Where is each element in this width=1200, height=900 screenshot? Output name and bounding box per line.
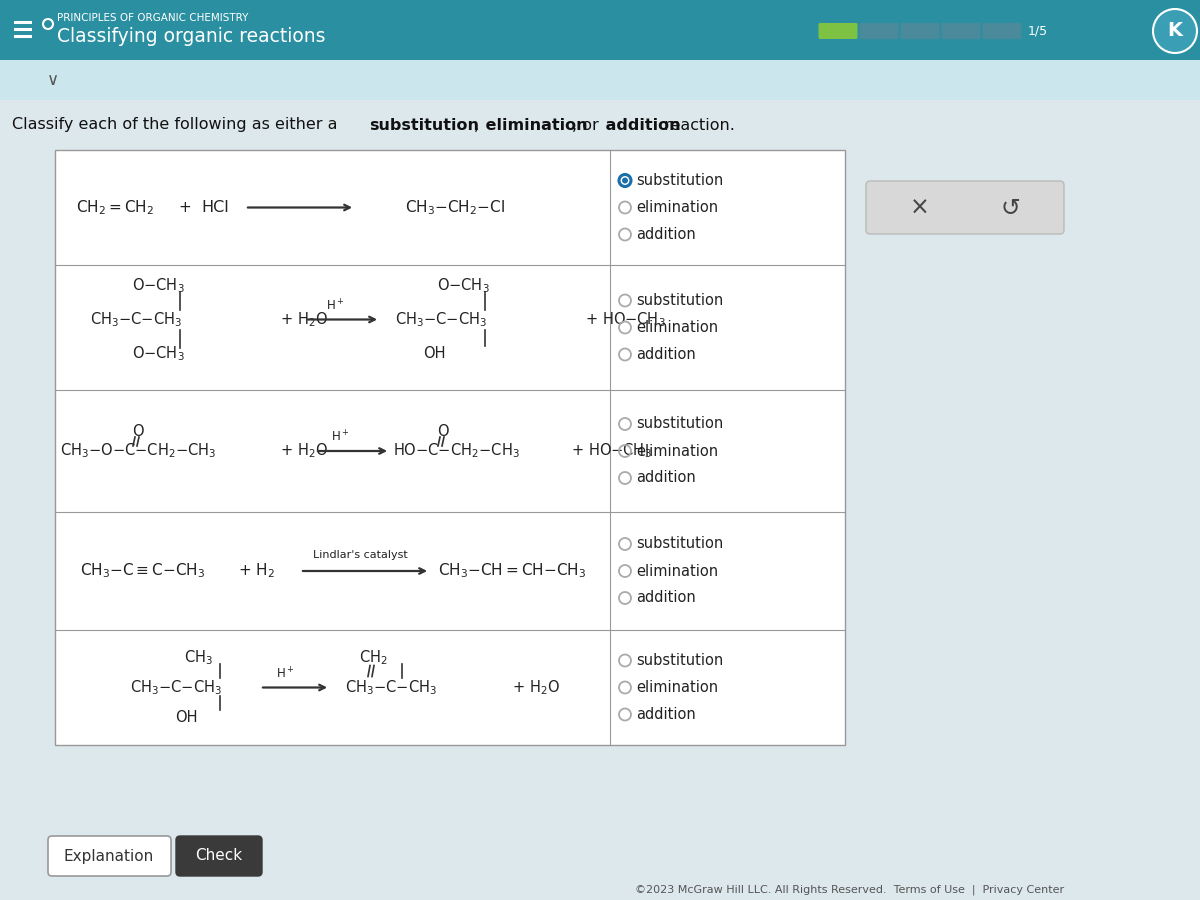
- Text: $\mathregular{HO{-}C{-}CH_2{-}CH_3}$: $\mathregular{HO{-}C{-}CH_2{-}CH_3}$: [394, 442, 520, 461]
- Text: ×: ×: [910, 195, 930, 220]
- FancyBboxPatch shape: [48, 836, 172, 876]
- Bar: [0, 0, 1200, 60]
- Text: $\mathregular{CH_3{-}C{-}CH_3}$: $\mathregular{CH_3{-}C{-}CH_3}$: [346, 679, 437, 697]
- Text: addition: addition: [636, 471, 696, 485]
- Text: $\mathregular{H^+}$: $\mathregular{H^+}$: [276, 666, 294, 681]
- FancyBboxPatch shape: [900, 23, 940, 39]
- Text: $\mathregular{CH_3{-}C{\equiv}C{-}CH_3}$: $\mathregular{CH_3{-}C{\equiv}C{-}CH_3}$: [80, 562, 205, 580]
- Bar: [0, 60, 1200, 100]
- Text: $\mathregular{CH_2{=}CH_2}$: $\mathregular{CH_2{=}CH_2}$: [76, 198, 154, 217]
- Text: ↺: ↺: [1000, 195, 1020, 220]
- Text: PRINCIPLES OF ORGANIC CHEMISTRY: PRINCIPLES OF ORGANIC CHEMISTRY: [58, 13, 248, 23]
- Text: elimination: elimination: [480, 118, 588, 132]
- FancyBboxPatch shape: [942, 23, 980, 39]
- Text: $\mathregular{CH_3{-}CH{=}CH{-}CH_3}$: $\mathregular{CH_3{-}CH{=}CH{-}CH_3}$: [438, 562, 586, 580]
- Text: Check: Check: [196, 849, 242, 863]
- Text: $\mathregular{+\ HO{-}CH_3}$: $\mathregular{+\ HO{-}CH_3}$: [571, 442, 652, 461]
- FancyBboxPatch shape: [983, 23, 1021, 39]
- Text: elimination: elimination: [636, 563, 718, 579]
- Text: O: O: [437, 424, 449, 438]
- Text: addition: addition: [636, 227, 696, 242]
- Text: $\mathregular{CH_3{-}C{-}CH_3}$: $\mathregular{CH_3{-}C{-}CH_3}$: [130, 679, 222, 697]
- FancyBboxPatch shape: [176, 836, 262, 876]
- Text: $\mathregular{CH_3}$: $\mathregular{CH_3}$: [184, 648, 212, 667]
- Text: OH: OH: [175, 710, 197, 725]
- Text: substitution: substitution: [636, 417, 724, 431]
- Text: $\mathregular{+\ H_2O}$: $\mathregular{+\ H_2O}$: [280, 310, 328, 328]
- FancyBboxPatch shape: [866, 181, 1064, 234]
- Circle shape: [622, 177, 628, 184]
- Text: ∨: ∨: [47, 71, 59, 89]
- Text: elimination: elimination: [636, 680, 718, 695]
- Text: $\mathregular{CH_3{-}O{-}C{-}CH_2{-}CH_3}$: $\mathregular{CH_3{-}O{-}C{-}CH_2{-}CH_3…: [60, 442, 216, 461]
- Text: $\mathregular{O{-}CH_3}$: $\mathregular{O{-}CH_3}$: [132, 344, 185, 363]
- Text: substitution: substitution: [636, 293, 724, 308]
- Text: ©2023 McGraw Hill LLC. All Rights Reserved.  Terms of Use  |  Privacy Center: ©2023 McGraw Hill LLC. All Rights Reserv…: [636, 885, 1064, 895]
- Text: $\mathregular{O{-}CH_3}$: $\mathregular{O{-}CH_3}$: [437, 276, 490, 295]
- Text: reaction.: reaction.: [659, 118, 734, 132]
- Text: $\mathregular{CH_3{-}C{-}CH_3}$: $\mathregular{CH_3{-}C{-}CH_3}$: [395, 310, 487, 328]
- Text: $\mathregular{+\ H_2O}$: $\mathregular{+\ H_2O}$: [512, 679, 560, 697]
- Text: elimination: elimination: [636, 444, 718, 458]
- Text: +: +: [179, 200, 191, 215]
- Text: addition: addition: [636, 707, 696, 722]
- Text: Classifying organic reactions: Classifying organic reactions: [58, 28, 325, 47]
- Text: substitution: substitution: [370, 118, 479, 132]
- Text: elimination: elimination: [636, 200, 718, 215]
- Circle shape: [1153, 9, 1198, 53]
- Text: addition: addition: [600, 118, 680, 132]
- Text: $\mathregular{+\ HO{-}CH_3}$: $\mathregular{+\ HO{-}CH_3}$: [586, 310, 666, 328]
- Text: $\mathregular{O{-}CH_3}$: $\mathregular{O{-}CH_3}$: [132, 276, 185, 295]
- FancyBboxPatch shape: [818, 23, 858, 39]
- Text: K: K: [1168, 22, 1182, 40]
- FancyBboxPatch shape: [859, 23, 899, 39]
- Text: $\mathregular{H^+}$: $\mathregular{H^+}$: [331, 429, 349, 445]
- Text: $\mathregular{H^+}$: $\mathregular{H^+}$: [325, 298, 344, 313]
- Text: 1/5: 1/5: [1028, 24, 1048, 38]
- Text: elimination: elimination: [636, 320, 718, 335]
- Bar: [0, 100, 1200, 900]
- Text: Explanation: Explanation: [64, 849, 154, 863]
- Text: addition: addition: [636, 590, 696, 606]
- Text: , or: , or: [572, 118, 599, 132]
- Text: OH: OH: [424, 346, 445, 361]
- Bar: [55, 150, 845, 745]
- Text: HCl: HCl: [202, 200, 229, 215]
- Text: Lindlar's catalyst: Lindlar's catalyst: [313, 550, 407, 560]
- Text: $\mathregular{CH_3{-}C{-}CH_3}$: $\mathregular{CH_3{-}C{-}CH_3}$: [90, 310, 182, 328]
- Text: addition: addition: [636, 347, 696, 362]
- Text: substitution: substitution: [636, 653, 724, 668]
- Text: $\mathregular{CH_3{-}CH_2{-}Cl}$: $\mathregular{CH_3{-}CH_2{-}Cl}$: [404, 198, 505, 217]
- Text: Classify each of the following as either a: Classify each of the following as either…: [12, 118, 343, 132]
- Text: ,: ,: [474, 118, 479, 132]
- Text: $\mathregular{CH_2}$: $\mathregular{CH_2}$: [359, 648, 388, 667]
- Text: $\mathregular{+\ H_2O}$: $\mathregular{+\ H_2O}$: [280, 442, 328, 461]
- Text: substitution: substitution: [636, 173, 724, 188]
- Text: $\mathregular{+\ H_2}$: $\mathregular{+\ H_2}$: [238, 562, 275, 580]
- Text: O: O: [132, 424, 144, 438]
- Text: substitution: substitution: [636, 536, 724, 552]
